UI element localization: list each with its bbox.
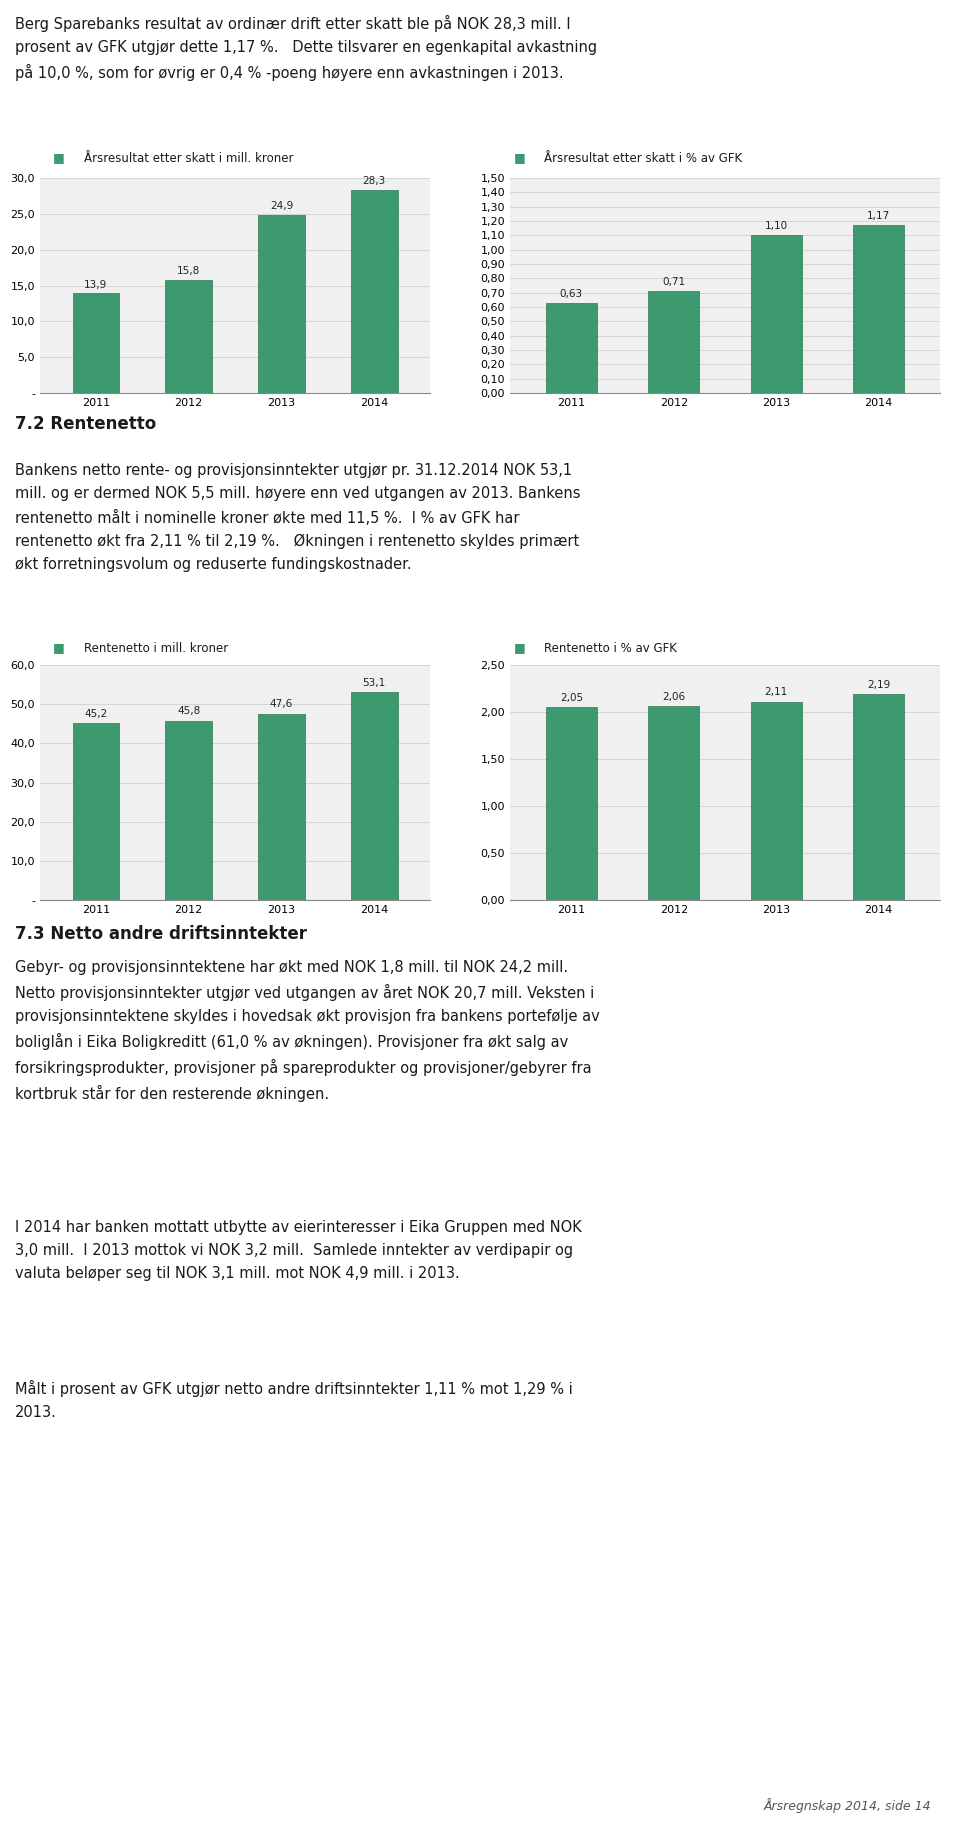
- Text: 13,9: 13,9: [84, 279, 108, 290]
- Text: 53,1: 53,1: [363, 677, 386, 688]
- Text: Årsregnskap 2014, side 14: Årsregnskap 2014, side 14: [763, 1798, 931, 1813]
- Text: Gebyr- og provisjonsinntektene har økt med NOK 1,8 mill. til NOK 24,2 mill.
Nett: Gebyr- og provisjonsinntektene har økt m…: [15, 960, 600, 1103]
- Text: Årsresultat etter skatt i % av GFK: Årsresultat etter skatt i % av GFK: [544, 152, 742, 165]
- Bar: [73, 294, 119, 393]
- Text: ■: ■: [514, 642, 525, 655]
- Text: Målt i prosent av GFK utgjør netto andre driftsinntekter 1,11 % mot 1,29 % i
201: Målt i prosent av GFK utgjør netto andre…: [15, 1380, 573, 1420]
- Bar: [73, 723, 119, 899]
- Text: 28,3: 28,3: [363, 176, 386, 187]
- Text: 2,06: 2,06: [662, 692, 685, 703]
- Text: 47,6: 47,6: [270, 699, 293, 710]
- Text: ■: ■: [53, 642, 64, 655]
- Text: 15,8: 15,8: [177, 266, 201, 275]
- Bar: [853, 226, 904, 393]
- Bar: [546, 706, 597, 899]
- Text: Rentenetto i % av GFK: Rentenetto i % av GFK: [544, 642, 677, 655]
- Text: 2,05: 2,05: [560, 694, 583, 703]
- Bar: [351, 191, 397, 393]
- Bar: [165, 721, 212, 899]
- Text: Rentenetto i mill. kroner: Rentenetto i mill. kroner: [84, 642, 228, 655]
- Bar: [258, 215, 304, 393]
- Bar: [751, 235, 802, 393]
- Text: 7.3 Netto andre driftsinntekter: 7.3 Netto andre driftsinntekter: [15, 925, 307, 943]
- Bar: [751, 701, 802, 899]
- Text: 2,19: 2,19: [867, 681, 890, 690]
- Text: 1,17: 1,17: [867, 211, 890, 222]
- Text: 45,2: 45,2: [84, 708, 108, 719]
- Text: I 2014 har banken mottatt utbytte av eierinteresser i Eika Gruppen med NOK
3,0 m: I 2014 har banken mottatt utbytte av eie…: [15, 1220, 582, 1281]
- Text: 2,11: 2,11: [764, 688, 788, 697]
- Text: ■: ■: [53, 152, 64, 165]
- Bar: [258, 714, 304, 899]
- Text: 24,9: 24,9: [270, 200, 293, 211]
- Text: 0,63: 0,63: [560, 288, 583, 299]
- Bar: [648, 292, 700, 393]
- Text: Årsresultat etter skatt i mill. kroner: Årsresultat etter skatt i mill. kroner: [84, 152, 293, 165]
- Text: ■: ■: [514, 152, 525, 165]
- Text: 0,71: 0,71: [662, 277, 685, 288]
- Bar: [165, 279, 212, 393]
- Bar: [853, 694, 904, 899]
- Bar: [351, 692, 397, 899]
- Bar: [648, 706, 700, 899]
- Text: Bankens netto rente- og provisjonsinntekter utgjør pr. 31.12.2014 NOK 53,1
mill.: Bankens netto rente- og provisjonsinntek…: [15, 464, 581, 573]
- Text: Berg Sparebanks resultat av ordinær drift etter skatt ble på NOK 28,3 mill. I
pr: Berg Sparebanks resultat av ordinær drif…: [15, 15, 597, 81]
- Text: 1,10: 1,10: [764, 222, 788, 231]
- Text: 7.2 Rentenetto: 7.2 Rentenetto: [15, 415, 156, 433]
- Text: 45,8: 45,8: [177, 706, 201, 716]
- Bar: [546, 303, 597, 393]
